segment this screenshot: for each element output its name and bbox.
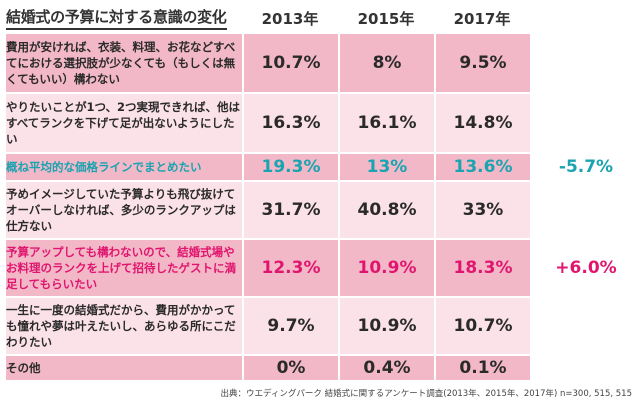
value-2015: 40.8% (338, 182, 434, 240)
row-label: 予めイメージしていた予算よりも飛び抜けてオーバーしなければ、多少のランクアップは… (6, 182, 242, 240)
source-note: 出典：ウエディングパーク 結婚式に関するアンケート調査(2013年、2015年、… (220, 389, 633, 399)
table-row-average-price: 概ね平均的な価格ラインでまとめたい 19.3% 13% 13.6% (6, 154, 530, 182)
row-label: 費用が安ければ、衣装、料理、お花などすべてにおける選択肢が少なくても（もしくは無… (6, 34, 242, 94)
table-row-cheap-choices: 費用が安ければ、衣装、料理、お花などすべてにおける選択肢が少なくても（もしくは無… (6, 34, 530, 94)
value-2015: 0.4% (338, 356, 434, 382)
value-2013: 12.3% (242, 240, 338, 298)
year-header-2015: 2015年 (357, 10, 415, 28)
table-row-other: その他 0% 0.4% 0.1% (6, 356, 530, 382)
table-row-slight-upgrade: 予めイメージしていた予算よりも飛び抜けてオーバーしなければ、多少のランクアップは… (6, 182, 530, 240)
chart-title: 結婚式の予算に対する意識の変化 (6, 8, 227, 30)
value-2015: 8% (338, 34, 434, 94)
change-label-upgrade-for-guests: +6.0% (555, 258, 617, 278)
value-2017: 33% (434, 182, 530, 240)
survey-table: 費用が安ければ、衣装、料理、お花などすべてにおける選択肢が少なくても（もしくは無… (6, 34, 530, 382)
year-header-2017: 2017年 (453, 10, 511, 28)
value-2017: 13.6% (434, 154, 530, 182)
value-2015: 10.9% (338, 240, 434, 298)
table-row-upgrade-for-guests: 予算アップしても構わないので、結婚式場やお料理のランクを上げて招待したゲストに満… (6, 240, 530, 298)
value-2013: 10.7% (242, 34, 338, 94)
value-2015: 16.1% (338, 94, 434, 154)
value-2017: 18.3% (434, 240, 530, 298)
value-2015: 10.9% (338, 298, 434, 356)
value-2017: 14.8% (434, 94, 530, 154)
value-2013: 31.7% (242, 182, 338, 240)
table-row-once-in-lifetime: 一生に一度の結婚式だから、費用がかかっても憧れや夢は叶えたいし、あらゆる所にこだ… (6, 298, 530, 356)
value-2017: 9.5% (434, 34, 530, 94)
value-2017: 0.1% (434, 356, 530, 382)
change-label-average-price: -5.7% (558, 157, 614, 177)
value-2015: 13% (338, 154, 434, 182)
row-label: やりたいことが1つ、2つ実現できれば、他はすべてランクを下げて足が出ないようにし… (6, 94, 242, 154)
value-2013: 16.3% (242, 94, 338, 154)
year-header-2013: 2013年 (261, 10, 319, 28)
row-label: 予算アップしても構わないので、結婚式場やお料理のランクを上げて招待したゲストに満… (6, 240, 242, 298)
row-label: 一生に一度の結婚式だから、費用がかかっても憧れや夢は叶えたいし、あらゆる所にこだ… (6, 298, 242, 356)
value-2013: 0% (242, 356, 338, 382)
table-row-one-two-priority: やりたいことが1つ、2つ実現できれば、他はすべてランクを下げて足が出ないようにし… (6, 94, 530, 154)
value-2013: 9.7% (242, 298, 338, 356)
row-label: 概ね平均的な価格ラインでまとめたい (6, 154, 242, 182)
row-label: その他 (6, 356, 242, 382)
value-2017: 10.7% (434, 298, 530, 356)
value-2013: 19.3% (242, 154, 338, 182)
